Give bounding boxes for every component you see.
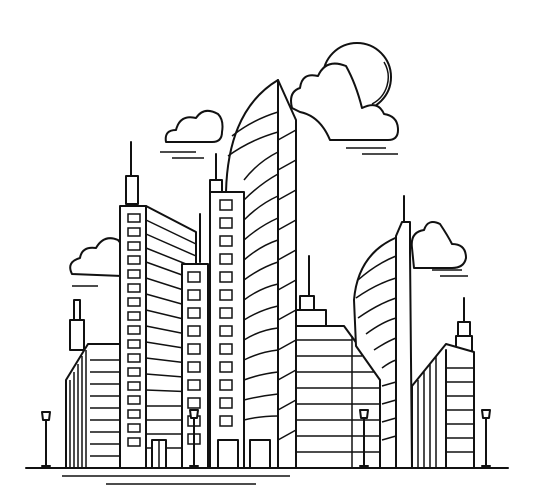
street-lamp-icon <box>359 409 369 467</box>
street-lamp-icon <box>189 409 199 467</box>
skyscraper <box>353 195 413 469</box>
skyscraper <box>119 141 197 469</box>
ground-line <box>25 467 509 485</box>
skyscraper <box>209 153 245 469</box>
street-lamp-icon <box>481 409 491 467</box>
cloud-icon <box>160 109 224 159</box>
cloud-icon <box>69 237 125 287</box>
cloud-icon <box>410 221 468 277</box>
skyscraper <box>411 297 475 469</box>
skyscraper <box>295 255 383 469</box>
skyscraper <box>65 299 127 469</box>
street-lamp-icon <box>41 411 51 467</box>
cloud-icon <box>290 62 399 155</box>
